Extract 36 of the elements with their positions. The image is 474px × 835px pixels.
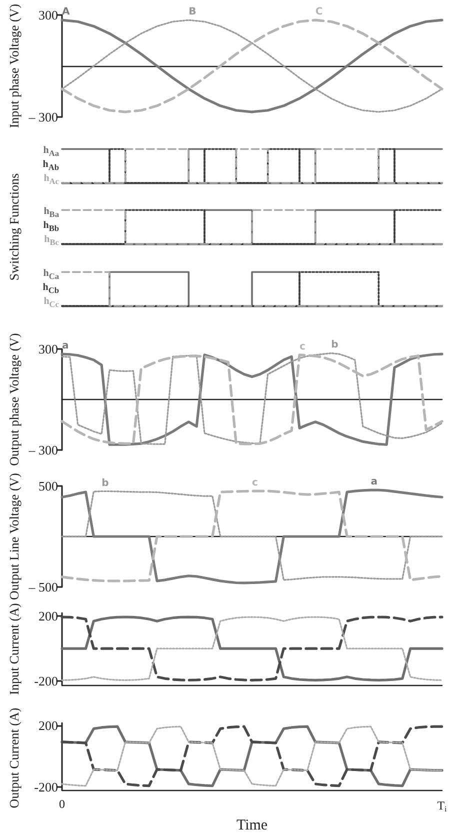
series-label: h$_{Aa}$ — [43, 145, 59, 159]
y-axis-title: Switching Functions — [6, 173, 22, 281]
y-axis-title: Input Current (A) — [6, 603, 22, 695]
y-axis-title: Output phase Voltage (V) — [6, 333, 22, 466]
y-axis-title: Output Current (A) — [6, 708, 22, 808]
series-label: a — [370, 476, 378, 488]
y-tick-label: 300 — [38, 8, 58, 22]
text: h$_{Bc}$ — [44, 234, 59, 248]
text: h$_{Cc}$ — [44, 296, 59, 310]
text: h$_{Ba}$ — [44, 206, 59, 220]
series-label: h$_{Ab}$ — [42, 159, 59, 173]
y-axis-title: Output Line Voltage (V) — [6, 473, 22, 600]
series-label: c — [252, 478, 258, 489]
y-tick-label: -200 — [34, 780, 58, 795]
series-label: C — [315, 6, 323, 18]
y-tick-label: 200 — [38, 608, 58, 624]
y-tick-label: 500 — [38, 478, 58, 494]
y-axis-title: Input phase Voltage (V) — [6, 4, 22, 128]
x-axis-title: Time — [236, 818, 268, 834]
series-label: h$_{Bb}$ — [43, 220, 59, 234]
y-tick-label: 200 — [38, 718, 58, 733]
series-label: h$_{Ac}$ — [44, 173, 59, 187]
series-label: b — [331, 340, 338, 351]
series-label: c — [300, 341, 306, 352]
y-tick-label: 300 — [38, 342, 58, 356]
y-tick-label: – 500 — [28, 580, 58, 594]
series-label: a — [62, 340, 69, 352]
y-tick-label: – 300 — [28, 110, 58, 124]
y-tick-label: – 300 — [28, 442, 58, 458]
series-label: B — [188, 6, 196, 18]
series-label: h$_{Cb}$ — [42, 282, 59, 296]
y-tick-label: -200 — [34, 673, 58, 688]
series-label: A — [62, 6, 70, 18]
text: h$_{Ca}$ — [43, 268, 59, 282]
x-tick-label: 0 — [59, 797, 65, 812]
series-label: b — [102, 478, 109, 489]
